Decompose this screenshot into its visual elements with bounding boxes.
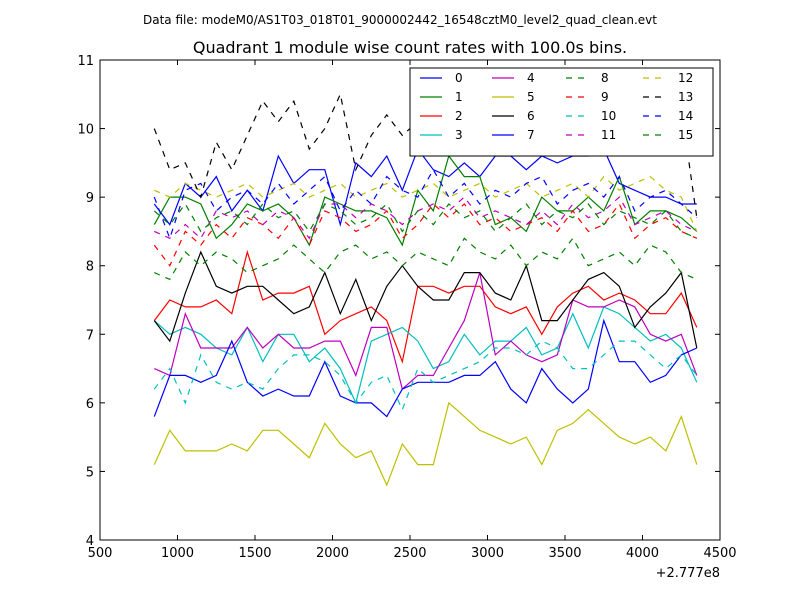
series-line-8: [154, 237, 698, 281]
legend-label-12: 12: [678, 71, 693, 85]
legend-label-1: 1: [455, 90, 463, 104]
legend-label-11: 11: [601, 128, 616, 142]
legend-label-4: 4: [527, 71, 535, 85]
x-tick-label: 1000: [161, 546, 194, 561]
x-tick-label: 4500: [703, 546, 736, 561]
y-tick-label: 8: [86, 260, 94, 275]
legend-label-5: 5: [527, 90, 535, 104]
legend-label-7: 7: [527, 128, 535, 142]
series-line-11: [154, 196, 698, 240]
series-line-14: [153, 168, 698, 241]
series-line-4: [154, 272, 698, 391]
legend-label-15: 15: [678, 128, 693, 142]
x-axis-offset-label: +2.777e8: [656, 566, 720, 581]
x-tick-label: 4000: [626, 546, 659, 561]
legend-box: [409, 67, 714, 157]
legend-label-9: 9: [601, 90, 609, 104]
series-line-1: [153, 154, 698, 247]
y-tick-label: 5: [86, 465, 94, 480]
legend-label-6: 6: [527, 109, 535, 123]
x-tick-label: 3500: [548, 546, 581, 561]
x-tick-label: 500: [88, 546, 113, 561]
series-line-15: [153, 202, 698, 239]
legend-label-2: 2: [455, 109, 463, 123]
legend-label-14: 14: [678, 109, 693, 123]
legend-label-0: 0: [455, 71, 463, 85]
x-tick-label: 2000: [316, 546, 349, 561]
series-line-10: [153, 340, 698, 412]
series-line-5: [153, 401, 698, 487]
legend-label-13: 13: [678, 90, 693, 104]
y-tick-label: 11: [77, 54, 94, 69]
y-tick-label: 10: [77, 123, 94, 138]
x-tick-label: 3000: [471, 546, 504, 561]
series-line-2: [153, 249, 698, 364]
legend-label-8: 8: [601, 71, 609, 85]
chart-title: Quadrant 1 module wise count rates with …: [193, 38, 627, 57]
series-line-9: [153, 202, 698, 267]
series-line-3: [153, 306, 698, 405]
series-line-12: [154, 175, 698, 232]
figure-suptitle: Data file: modeM0/AS1T03_018T01_90000024…: [143, 13, 657, 27]
legend-label-10: 10: [601, 109, 616, 123]
series-line-6: [153, 250, 698, 349]
series-line-7: [153, 318, 698, 418]
legend-label-3: 3: [455, 128, 463, 142]
y-tick-label: 9: [86, 191, 94, 206]
x-tick-label: 1500: [238, 546, 271, 561]
y-tick-label: 4: [86, 534, 94, 549]
y-tick-label: 7: [86, 328, 94, 343]
x-tick-label: 2500: [393, 546, 426, 561]
x-axis: 500 1000 1500 2000 2500 3000 3500 4000 4500: [88, 60, 737, 561]
y-tick-label: 6: [86, 397, 94, 412]
